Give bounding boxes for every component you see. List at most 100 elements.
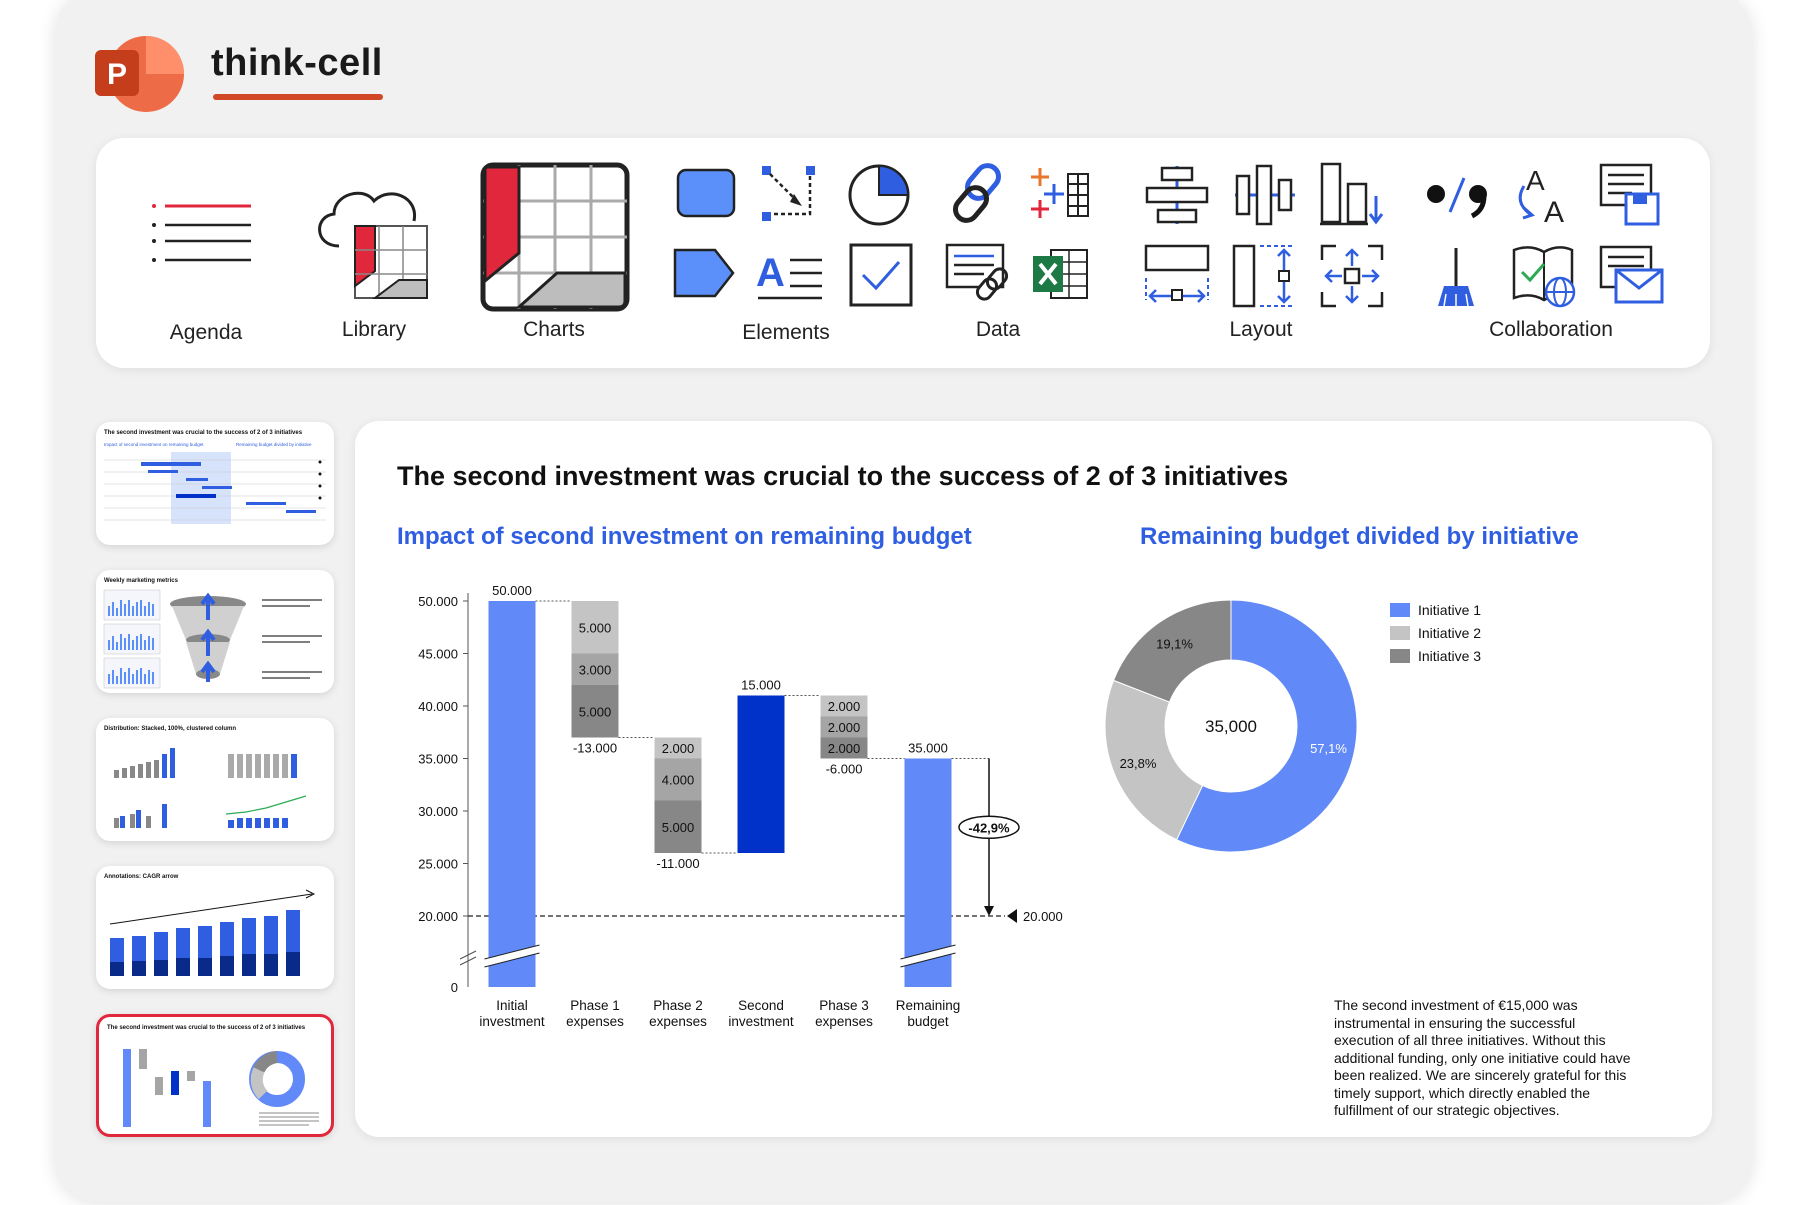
bar-break-line bbox=[484, 944, 540, 968]
link-icon[interactable] bbox=[946, 162, 1010, 226]
reference-marker bbox=[1007, 909, 1017, 923]
svg-text:Impact of second investment on: Impact of second investment on remaining… bbox=[104, 442, 204, 447]
align-center-icon[interactable] bbox=[1144, 164, 1210, 226]
excel-icon[interactable] bbox=[1031, 244, 1091, 304]
waterfall-segment bbox=[571, 601, 619, 654]
waterfall-subtitle[interactable]: Impact of second investment on remaining… bbox=[397, 523, 972, 550]
tableau-data-icon[interactable] bbox=[1026, 166, 1092, 222]
x-category-label: investment bbox=[728, 1014, 794, 1029]
progress-pie-icon[interactable] bbox=[846, 162, 912, 228]
slide-title[interactable]: The second investment was crucial to the… bbox=[397, 461, 1289, 491]
donut-slice bbox=[1104, 679, 1204, 841]
slide-thumbnail-5-active[interactable]: The second investment was crucial to the… bbox=[96, 1014, 334, 1137]
thumbnail-title: Distribution: Stacked, 100%, clustered c… bbox=[104, 726, 237, 732]
slide-thumbnail-4[interactable]: Annotations: CAGR arrow bbox=[96, 866, 334, 989]
checkbox-icon[interactable] bbox=[848, 242, 914, 308]
brand-name: think-cell bbox=[211, 42, 383, 84]
slide-thumbnail-3[interactable]: Distribution: Stacked, 100%, clustered c… bbox=[96, 718, 334, 841]
ribbon-group-elements[interactable]: Elements bbox=[742, 321, 830, 344]
stretch-horizontal-icon[interactable] bbox=[1142, 242, 1212, 308]
slide-thumbnail-1[interactable]: The second investment was crucial to the… bbox=[96, 422, 334, 545]
agenda-icon[interactable] bbox=[151, 198, 251, 268]
cagr-thumbnail-preview bbox=[109, 889, 316, 976]
waterfall-bar-group: 35.000 bbox=[899, 741, 957, 987]
svg-text:Remaining budget divided by in: Remaining budget divided by initiative bbox=[236, 442, 312, 447]
data-link-document-icon[interactable] bbox=[944, 242, 1014, 308]
ribbon-group-layout[interactable]: Layout bbox=[1229, 318, 1293, 341]
waterfall-bar-group: 50.000 bbox=[483, 583, 541, 987]
stretch-vertical-icon[interactable] bbox=[1230, 242, 1298, 310]
charts-icon[interactable] bbox=[479, 161, 631, 313]
waterfall-bar-group: 2.000 4.000 5.000 -11.000 bbox=[654, 737, 702, 871]
chevron-shape-icon[interactable] bbox=[671, 246, 737, 302]
app-frame: P think-cell Agenda Library bbox=[55, 0, 1752, 1202]
ribbon-group-data[interactable]: Data bbox=[975, 318, 1021, 341]
resize-center-icon[interactable] bbox=[1318, 242, 1386, 310]
distribution-thumbnail-preview bbox=[114, 748, 307, 828]
waterfall-segment-label: 3.000 bbox=[579, 662, 612, 677]
rectangle-shape-icon[interactable] bbox=[674, 166, 742, 222]
brand-underline bbox=[213, 94, 383, 100]
slide-thumbnail-2[interactable]: Weekly marketing metrics bbox=[96, 570, 334, 693]
gantt-thumbnail-preview: Impact of second investment on remaining… bbox=[104, 442, 326, 524]
difference-label-bubble bbox=[958, 815, 1020, 839]
ribbon-toolbar: Agenda Library Charts bbox=[96, 138, 1710, 368]
waterfall-segment-label: 2.000 bbox=[828, 699, 861, 714]
ribbon-group-library[interactable]: Library bbox=[341, 318, 407, 341]
x-category-label: expenses bbox=[566, 1014, 624, 1029]
donut-slice-label: 19,1% bbox=[1156, 636, 1193, 651]
svg-text:A: A bbox=[1526, 165, 1545, 196]
waterfall-segment bbox=[654, 800, 702, 853]
ribbon-group-charts[interactable]: Charts bbox=[523, 318, 585, 341]
bar-break-line bbox=[900, 944, 956, 968]
same-size-icon[interactable] bbox=[1318, 160, 1384, 228]
reference-label: 20.000 bbox=[1023, 909, 1063, 924]
ribbon-group-agenda[interactable]: Agenda bbox=[169, 321, 243, 344]
donut-center-label: 35,000 bbox=[1205, 717, 1257, 736]
translate-icon[interactable]: A A bbox=[1510, 164, 1576, 226]
donut-chart[interactable]: 57,1% 23,8% 19,1% 35,000 Initiative 1 Initiat… bbox=[1095, 591, 1595, 891]
email-document-icon[interactable] bbox=[1598, 244, 1666, 308]
x-category-label: budget bbox=[907, 1014, 949, 1029]
broom-icon[interactable] bbox=[1432, 246, 1480, 308]
slide-commentary-text[interactable]: The second investment of €15,000 was ins… bbox=[1334, 997, 1631, 1118]
legend-swatch bbox=[1390, 603, 1410, 617]
svg-text:A: A bbox=[756, 251, 785, 295]
y-tick-label: 45.000 bbox=[418, 647, 458, 662]
y-tick-label: 40.000 bbox=[418, 699, 458, 714]
y-tick-label: 0 bbox=[451, 980, 458, 995]
waterfall-segment-label: 5.000 bbox=[579, 704, 612, 719]
web-review-icon[interactable] bbox=[1510, 242, 1580, 310]
x-category-label: Initial bbox=[496, 998, 528, 1013]
ribbon-group-collaboration[interactable]: Collaboration bbox=[1489, 318, 1613, 341]
waterfall-segment bbox=[820, 737, 868, 759]
legend-label: Initiative 3 bbox=[1418, 648, 1481, 664]
thumbnail-title: Annotations: CAGR arrow bbox=[104, 874, 179, 880]
waterfall-bar-label: 50.000 bbox=[492, 583, 532, 598]
waterfall-bar-group: 2.000 2.000 2.000 -6.000 bbox=[820, 695, 868, 777]
waterfall-segment bbox=[571, 685, 619, 738]
waterfall-segment bbox=[654, 737, 702, 759]
waterfall-segment bbox=[571, 653, 619, 685]
waterfall-chart[interactable]: 50.000 45.000 40.000 35.000 30.000 25.000 20.0… bbox=[355, 421, 1115, 1137]
bar-break-gap bbox=[899, 945, 957, 967]
waterfall-bar-label: 15.000 bbox=[741, 678, 781, 693]
y-tick-label: 20.000 bbox=[418, 909, 458, 924]
waterfall-segment-label: 2.000 bbox=[828, 741, 861, 756]
legend-label: Initiative 1 bbox=[1418, 602, 1481, 618]
library-icon[interactable] bbox=[309, 176, 439, 311]
y-tick-label: 25.000 bbox=[418, 857, 458, 872]
donut-subtitle[interactable]: Remaining budget divided by initiative bbox=[1140, 523, 1579, 550]
number-format-icon[interactable] bbox=[1426, 174, 1490, 220]
x-category-label: Second bbox=[738, 998, 784, 1013]
waterfall-bar-total bbox=[488, 601, 536, 987]
waterfall-bar-increase bbox=[737, 695, 785, 853]
save-document-icon[interactable] bbox=[1598, 162, 1664, 228]
connector-icon[interactable] bbox=[760, 164, 820, 224]
text-box-icon[interactable]: A bbox=[756, 246, 826, 302]
slide-canvas: The second investment was crucial to the… bbox=[355, 421, 1712, 1137]
waterfall-segment-label: 4.000 bbox=[662, 773, 695, 788]
waterfall-segment-label: 5.000 bbox=[662, 820, 695, 835]
distribute-horizontal-icon[interactable] bbox=[1233, 162, 1297, 228]
thumbnail-title: The second investment was crucial to the… bbox=[104, 430, 303, 436]
